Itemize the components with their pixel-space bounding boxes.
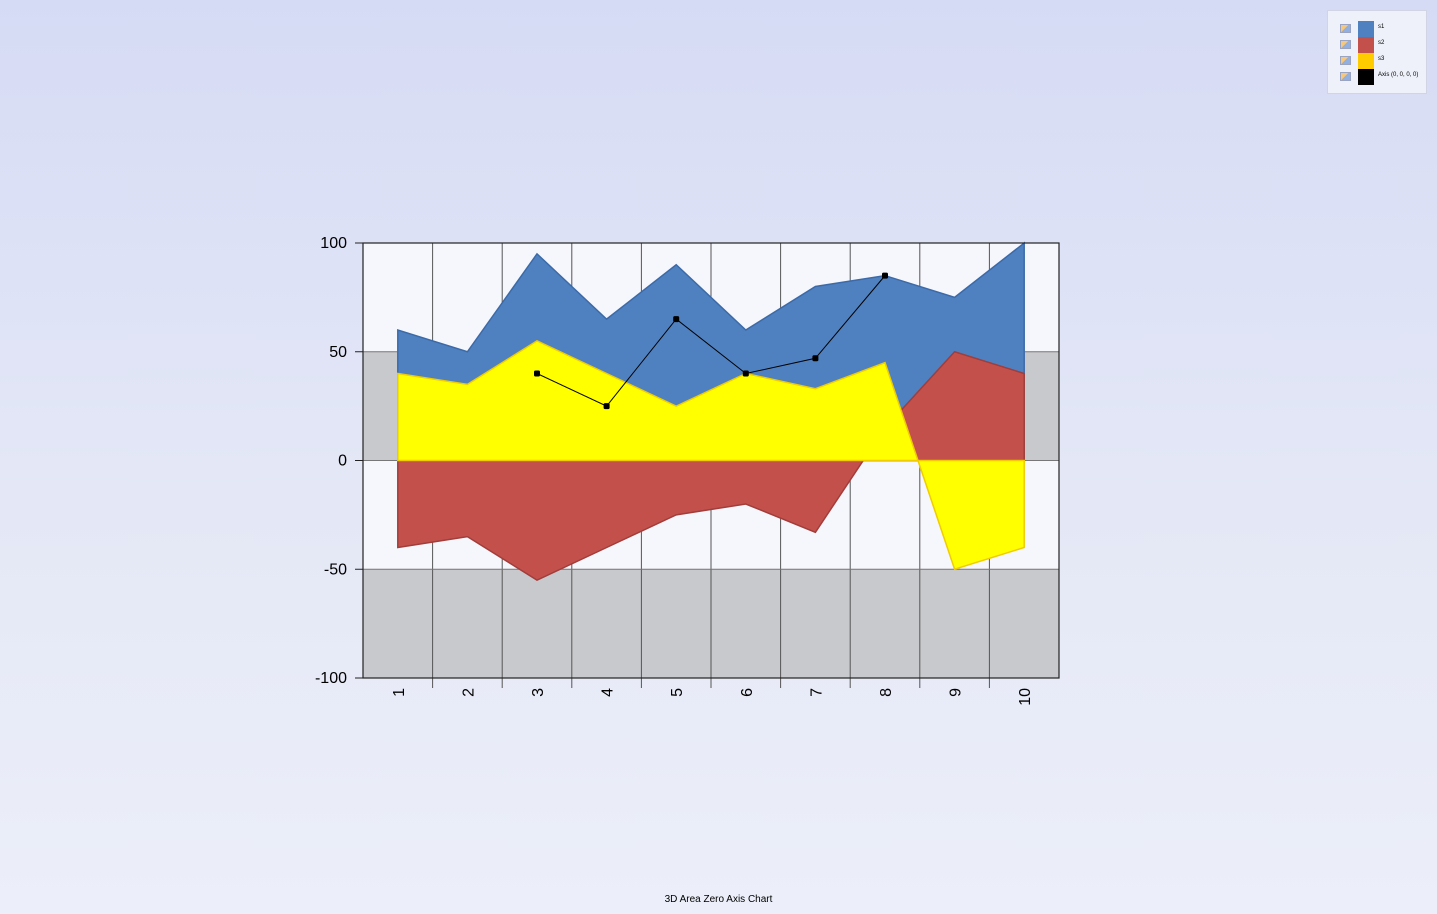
line-point <box>882 272 888 279</box>
y-tick-label: 0 <box>338 453 347 470</box>
legend-label: s1 <box>1378 24 1385 30</box>
x-tick-label: 3 <box>530 688 547 697</box>
legend-item-s2[interactable]: s2 <box>1338 37 1426 53</box>
area-chart-icon <box>1340 56 1351 65</box>
x-tick-label: 1 <box>391 688 408 697</box>
line-point <box>603 403 610 410</box>
line-series-path <box>536 275 886 407</box>
chart-title: 3D Area Zero Axis Chart <box>664 894 773 905</box>
x-axis: 1 2 3 4 5 6 7 8 9 10 <box>391 688 1034 706</box>
legend-swatch <box>1358 37 1374 53</box>
area-chart-icon <box>1340 40 1351 49</box>
legend-label: s3 <box>1378 56 1385 62</box>
line-point <box>812 355 819 362</box>
area-chart-icon <box>1340 24 1351 33</box>
line-series <box>534 272 888 410</box>
y-tick-label: 50 <box>329 344 347 361</box>
x-tick-label: 6 <box>739 688 756 697</box>
line-point <box>673 316 680 323</box>
x-tick-label: 7 <box>808 688 825 697</box>
x-tick-label: 4 <box>600 688 617 697</box>
legend: s1 s2 s3 Axis (0, 0, 0, 0) <box>1327 10 1427 94</box>
x-tick-label: 2 <box>460 688 477 697</box>
legend-swatch <box>1358 53 1374 69</box>
y-tick-label: -50 <box>324 561 347 578</box>
legend-label: Axis (0, 0, 0, 0) <box>1378 72 1419 78</box>
legend-item-s1[interactable]: s1 <box>1338 21 1426 37</box>
x-tick-label: 8 <box>878 688 895 697</box>
x-tick-label: 10 <box>1017 688 1034 706</box>
area-series <box>397 241 1025 581</box>
y-tick-label: 100 <box>320 235 347 252</box>
line-point <box>742 370 749 377</box>
x-tick-label: 9 <box>948 688 965 697</box>
area-s2 <box>397 350 1025 581</box>
legend-item-axis[interactable]: Axis (0, 0, 0, 0) <box>1338 69 1426 85</box>
x-tick-label: 5 <box>669 688 686 697</box>
legend-item-s3[interactable]: s3 <box>1338 53 1426 69</box>
y-axis: 100 50 0 -50 -100 <box>315 235 363 687</box>
line-point <box>534 370 540 377</box>
y-tick-label: -100 <box>315 670 347 687</box>
legend-label: s2 <box>1378 40 1385 46</box>
line-chart-icon <box>1340 72 1351 81</box>
legend-swatch <box>1358 21 1374 37</box>
legend-swatch <box>1358 69 1374 85</box>
